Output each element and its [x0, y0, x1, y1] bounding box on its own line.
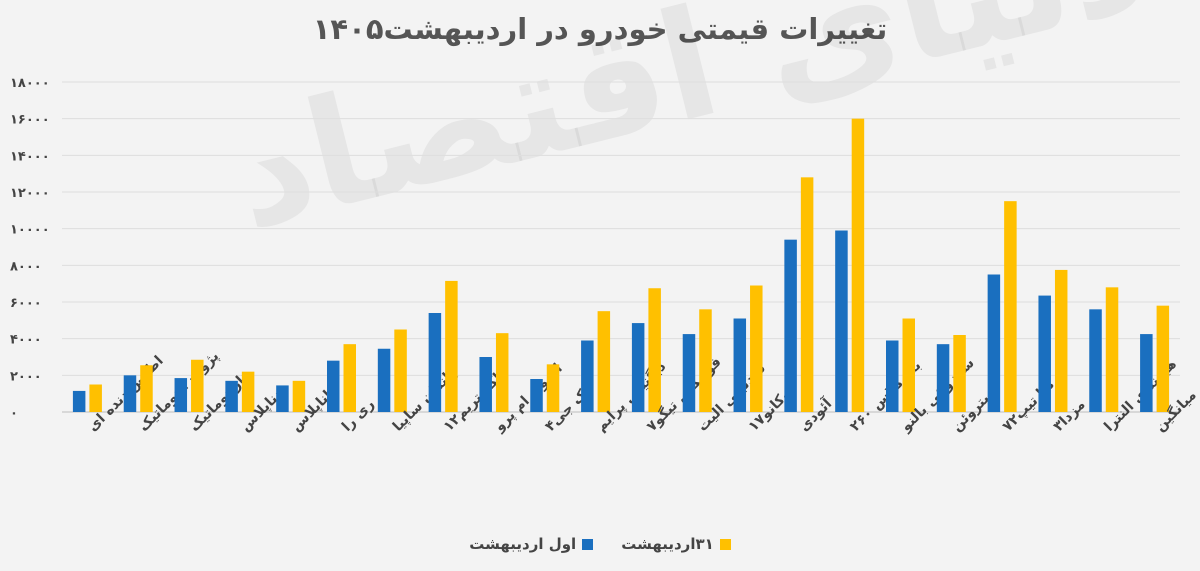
y-tick-label: ۴۰۰۰	[10, 333, 42, 348]
bar-series-2	[1004, 201, 1017, 412]
legend-swatch-series-1	[582, 538, 594, 550]
bar-series-2	[699, 309, 712, 412]
y-tick-label: ۸۰۰۰	[10, 259, 42, 274]
y-tick-label: ۱۴۰۰۰	[10, 149, 50, 164]
chart-title: تغییرات قیمتی خودرو در اردیبهشت۱۴۰۵	[312, 12, 888, 46]
bar-series-1	[1140, 334, 1153, 412]
bar-series-2	[140, 365, 153, 412]
bar-series-2	[851, 118, 865, 413]
bar-series-2	[648, 288, 661, 412]
bar-series-1	[72, 390, 86, 412]
bar-series-2	[292, 380, 306, 412]
bar-series-1	[479, 357, 492, 412]
bar-series-1	[733, 318, 747, 412]
bar-series-1	[174, 378, 188, 412]
y-tick-label: ۲۰۰۰	[10, 369, 42, 384]
bar-series-1	[581, 340, 594, 412]
bar-series-1	[428, 313, 442, 412]
bar-series-2	[597, 311, 611, 412]
bar-series-2	[546, 364, 560, 412]
chart-legend: اول اردیبهشت ۳۱اردیبهشت	[0, 535, 1200, 553]
bar-series-1	[936, 344, 950, 412]
bar-series-1	[530, 379, 543, 412]
legend-item-series-1: اول اردیبهشت	[469, 535, 594, 553]
bar-series-2	[495, 333, 509, 412]
bar-series-1	[987, 274, 1001, 412]
y-tick-label: ۶۰۰۰	[10, 296, 42, 311]
bar-series-2	[445, 280, 458, 412]
bar-series-2	[394, 329, 407, 412]
bar-series-1	[123, 375, 137, 412]
bar-series-2	[1156, 305, 1170, 412]
bar-series-1	[1089, 309, 1102, 412]
bar-series-1	[377, 348, 391, 412]
bar-series-1	[1038, 295, 1051, 412]
y-tick-label: ۱۶۰۰۰	[10, 113, 50, 128]
bar-series-1	[276, 385, 289, 412]
bar-series-2	[89, 384, 102, 412]
bar-series-1	[225, 380, 238, 412]
bar-series-1	[835, 230, 848, 412]
bar-series-1	[682, 334, 696, 412]
bar-series-2	[241, 371, 255, 412]
bar-series-1	[327, 360, 340, 412]
y-tick-label: ۱۸۰۰۰	[10, 76, 50, 91]
bar-series-2	[902, 318, 915, 412]
bar-series-2	[343, 344, 356, 412]
bar-series-2	[750, 285, 763, 412]
legend-label-series-1: اول اردیبهشت	[469, 535, 577, 553]
bar-series-2	[191, 359, 204, 412]
bar-series-1	[784, 239, 797, 412]
bar-series-2	[800, 177, 814, 412]
bar-series-1	[631, 323, 645, 412]
bar-series-1	[886, 340, 899, 412]
bar-series-2	[953, 335, 966, 412]
y-tick-label: ۰	[10, 406, 18, 421]
legend-label-series-2: ۳۱اردیبهشت	[621, 535, 714, 553]
legend-swatch-series-2	[719, 538, 731, 550]
y-tick-label: ۱۲۰۰۰	[10, 186, 50, 201]
legend-item-series-2: ۳۱اردیبهشت	[621, 535, 731, 553]
y-tick-label: ۱۰۰۰۰	[10, 223, 50, 238]
bar-series-2	[1105, 287, 1119, 412]
bar-series-2	[1054, 269, 1068, 412]
